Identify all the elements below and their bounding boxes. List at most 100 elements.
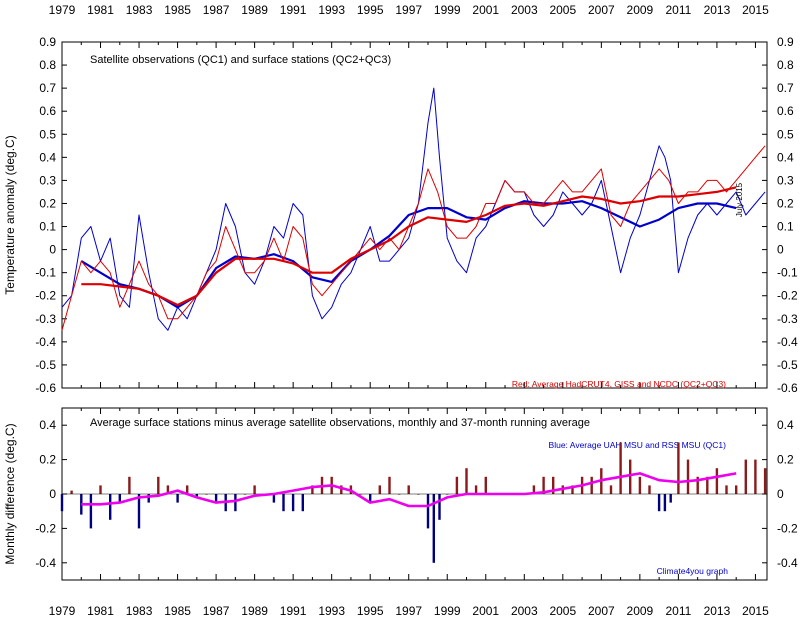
y-tick-label: -0.4 — [35, 335, 56, 349]
difference-y-axis-right: 0.4 0.2 0 -0.2 -0.4 — [762, 418, 798, 570]
difference-bar — [648, 485, 651, 494]
temperature-plot-frame — [61, 41, 768, 389]
blue-running-average-line — [80, 200, 737, 309]
graph-credit: Climate4you graph — [657, 566, 729, 576]
difference-bar — [166, 485, 170, 494]
difference-bar — [60, 494, 64, 512]
bottom-year-label: 1995 — [357, 604, 384, 618]
temperature-title: Satellite observations (QC1) and surface… — [90, 54, 391, 66]
y-tick-label: 0.5 — [39, 127, 56, 141]
difference-bar — [706, 476, 709, 494]
y-tick-label: 0.3 — [39, 173, 56, 187]
bottom-year-label: 1981 — [87, 604, 114, 618]
top-year-label: 2003 — [511, 3, 538, 17]
difference-bar — [619, 442, 622, 494]
top-year-label: 2005 — [549, 3, 576, 17]
top-year-label: 1997 — [395, 3, 422, 17]
difference-bar — [474, 485, 478, 494]
y-tick-label: 0.7 — [39, 81, 56, 95]
difference-bar — [571, 485, 574, 494]
difference-bar — [89, 494, 93, 529]
bottom-year-label: 2009 — [627, 604, 654, 618]
difference-bar — [407, 485, 410, 494]
difference-bar — [176, 494, 179, 503]
difference-bar — [735, 485, 738, 494]
bottom-year-label: 1983 — [126, 604, 153, 618]
y-tick-label: 0.6 — [777, 104, 794, 118]
y-tick-label: -0.3 — [35, 312, 56, 326]
y-tick-label: -0.2 — [35, 521, 56, 535]
difference-bar — [715, 468, 719, 494]
temperature-y-label: Temperature anomaly (deg.C) — [3, 135, 17, 294]
top-year-label: 1999 — [434, 3, 461, 17]
top-year-label: 1985 — [164, 3, 191, 17]
difference-bar — [311, 485, 314, 494]
difference-bar — [272, 494, 276, 503]
top-year-label: 1983 — [126, 3, 153, 17]
difference-bar — [744, 459, 747, 494]
legend-blue: Blue: Average UAH MSU and RSS MSU (QC1) — [549, 440, 727, 450]
difference-bar — [417, 494, 420, 495]
difference-bar — [455, 476, 459, 494]
top-year-label: 2011 — [665, 3, 691, 17]
y-tick-label: -0.6 — [777, 381, 798, 395]
difference-bar — [147, 494, 150, 503]
difference-bar — [128, 476, 131, 494]
top-year-label: 2015 — [742, 3, 769, 17]
y-tick-label: 0 — [777, 487, 784, 501]
y-tick-label: 0.3 — [777, 173, 794, 187]
difference-bar — [465, 468, 468, 494]
y-tick-label: 0.4 — [39, 418, 56, 432]
y-tick-label: -0.2 — [777, 289, 798, 303]
top-year-label: 1995 — [357, 3, 384, 17]
y-tick-label: 0.8 — [777, 58, 794, 72]
bottom-year-label: 2003 — [511, 604, 538, 618]
y-tick-label: -0.4 — [777, 556, 798, 570]
y-tick-label: -0.5 — [35, 358, 56, 372]
difference-bar — [186, 485, 189, 494]
y-tick-label: 0.4 — [777, 418, 794, 432]
difference-bar — [484, 476, 487, 494]
y-tick-label: 0.6 — [39, 104, 56, 118]
y-tick-label: 0.8 — [39, 58, 56, 72]
difference-y-label: Monthly difference (deg.C) — [3, 423, 17, 564]
top-year-label: 1989 — [241, 3, 268, 17]
y-tick-label: 0.1 — [777, 220, 794, 234]
difference-bar — [663, 494, 667, 512]
difference-bar — [291, 494, 295, 512]
bottom-year-label: 1999 — [434, 604, 461, 618]
difference-bar — [195, 494, 198, 498]
top-year-label: 1993 — [318, 3, 345, 17]
difference-bar — [542, 476, 545, 494]
bottom-year-label: 2001 — [472, 604, 499, 618]
y-tick-label: 0.9 — [777, 35, 794, 49]
top-year-label: 1981 — [87, 3, 114, 17]
legend-red: Red: Average HadCRUT4, GISS and NCDC (QC… — [512, 379, 726, 389]
bottom-year-label: 1987 — [203, 604, 230, 618]
bottom-year-label: 1997 — [395, 604, 422, 618]
difference-bar — [243, 494, 247, 495]
difference-bar — [686, 459, 690, 494]
difference-bar — [657, 494, 661, 512]
temperature-y-axis-right: 0.9 0.8 0.7 0.6 0.5 0.4 0.3 0.2 0.1 0 -0.1 -0.2 -0.3… — [762, 35, 798, 395]
top-year-label: 2001 — [472, 3, 499, 17]
difference-bar — [669, 494, 672, 503]
y-tick-label: 0 — [777, 243, 784, 257]
bottom-year-label: 1989 — [241, 604, 268, 618]
difference-bar — [118, 494, 121, 503]
difference-bar — [301, 494, 304, 512]
top-year-label: 1979 — [49, 3, 76, 17]
y-tick-label: 0.4 — [777, 150, 794, 164]
y-tick-label: -0.2 — [777, 521, 798, 535]
top-year-label: 1987 — [203, 3, 230, 17]
difference-bar — [754, 459, 757, 494]
temperature-y-axis-left: 0.9 0.8 0.7 0.6 0.5 0.4 0.3 0.2 0.1 0 -0.1 -0.2 -0.3… — [35, 35, 67, 395]
difference-bar — [157, 476, 160, 494]
difference-panel: 0.4 0.2 0 -0.2 -0.4 0.4 0.2 0 -0.2 -0.4 Average … — [3, 407, 798, 581]
bottom-year-label: 2011 — [665, 604, 691, 618]
difference-running-average — [81, 472, 737, 508]
difference-bar — [426, 494, 430, 529]
date-note: July 2015 — [735, 182, 744, 217]
y-tick-label: -0.4 — [35, 556, 56, 570]
